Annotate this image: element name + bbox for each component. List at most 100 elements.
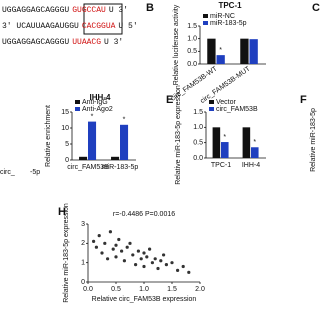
- y-axis-label: Relative enrichment: [45, 105, 52, 167]
- point: [111, 247, 115, 251]
- legend-swatch: [203, 14, 208, 18]
- point: [145, 255, 149, 259]
- sequence-site: CACGGUA: [82, 22, 116, 31]
- point: [128, 241, 132, 245]
- legend-label: miR-183-5p: [210, 20, 247, 27]
- sequence: 3' UCAUUAAGAUGGU CACGGUA U 5': [2, 22, 138, 31]
- point: [136, 249, 140, 253]
- bar: [242, 127, 251, 158]
- y-tick-label: 15: [61, 109, 69, 116]
- point: [142, 251, 146, 255]
- y-tick-label: 0.5: [193, 140, 203, 147]
- point: [94, 245, 98, 249]
- bar: [212, 127, 221, 158]
- bar: [88, 121, 97, 160]
- x-tick-label: 2.0: [195, 286, 205, 293]
- point: [170, 261, 174, 265]
- x-axis-label: Relative circ_FAM53B expression: [92, 296, 197, 303]
- y-tick-label: 0.0: [187, 61, 197, 68]
- legend-label: circ_FAM53B: [216, 106, 258, 113]
- chart-title: TPC-1: [218, 1, 242, 10]
- sequence-site: GUGCCAU: [72, 6, 106, 15]
- panel-label: B: [146, 2, 154, 14]
- significance: *: [91, 113, 94, 120]
- y-tick-label: 10: [61, 125, 69, 132]
- y-axis-label: Relative miR-183-5p expression: [63, 203, 70, 303]
- significance: *: [223, 134, 226, 141]
- bar: [216, 55, 225, 64]
- bar: [79, 156, 88, 160]
- x-tick-label: 0.0: [83, 286, 93, 293]
- bar: [251, 147, 259, 158]
- sequence: UGGAGGAGCAGGGU GUGCCAU U 3': [2, 6, 128, 15]
- stat-annotation: r=-0.4486 P=0.0016: [113, 211, 175, 218]
- y-tick-label: 1: [81, 260, 85, 267]
- point: [187, 270, 191, 274]
- legend-label: Anti-IgG: [82, 99, 108, 106]
- x-tick-label: 1.0: [139, 286, 149, 293]
- panel-label: C: [312, 2, 320, 14]
- fragment: circ_: [0, 169, 15, 176]
- legend-swatch: [209, 107, 214, 111]
- fragment: Relative miR-183-5p: [310, 108, 317, 172]
- y-tick-label: 0: [81, 279, 85, 286]
- point: [150, 261, 154, 265]
- point: [164, 263, 168, 267]
- x-tick-label: circ_FAM53B: [67, 164, 109, 171]
- significance: *: [219, 47, 222, 54]
- point: [114, 243, 118, 247]
- bar: [240, 38, 249, 64]
- x-tick-label: 0.5: [111, 286, 121, 293]
- point: [125, 245, 129, 249]
- point: [103, 241, 107, 245]
- y-axis-label: Relative miR-183-5p expression: [175, 85, 182, 185]
- legend-label: miR-NC: [210, 13, 235, 20]
- point: [156, 266, 160, 271]
- panel-label: E: [166, 94, 173, 106]
- sequence-left: UGGAGGAGCAGGGU: [2, 6, 69, 15]
- y-axis-label: Relative luciferase activity: [173, 4, 180, 85]
- point: [148, 247, 152, 251]
- x-tick-label: TPC-1: [211, 162, 231, 169]
- sequence-right: U 3': [109, 6, 128, 15]
- legend-label: Anti-Ago2: [82, 106, 113, 113]
- bar: [207, 38, 216, 64]
- x-tick-label: 1.5: [167, 286, 177, 293]
- chart-title: IHH-4: [90, 93, 111, 102]
- y-tick-label: 1.0: [193, 124, 203, 131]
- sequence-left: UGGAGGAGCAGGGU: [2, 38, 69, 47]
- point: [120, 249, 124, 253]
- y-tick-label: 1.5: [187, 23, 197, 30]
- x-tick-label: miR-183-5p: [102, 164, 139, 171]
- point: [106, 257, 110, 261]
- y-tick-label: 2: [81, 240, 85, 247]
- site-box: [83, 3, 123, 35]
- fragment: -5p: [30, 169, 40, 176]
- point: [142, 264, 146, 269]
- significance: *: [253, 139, 256, 146]
- point: [92, 239, 96, 243]
- legend-label: Vector: [216, 99, 237, 106]
- legend-swatch: [75, 107, 80, 111]
- point: [122, 259, 126, 263]
- panel-label: F: [300, 94, 307, 106]
- legend-swatch: [203, 21, 208, 25]
- point: [131, 253, 135, 257]
- point: [162, 253, 166, 257]
- point: [134, 263, 138, 267]
- legend-swatch: [75, 100, 80, 104]
- sequence-site: UUAACG: [72, 38, 101, 47]
- point: [181, 264, 185, 269]
- sequence-right: U 3': [104, 38, 123, 47]
- sequence-left: 3' UCAUUAAGAUGGU: [2, 22, 79, 31]
- x-tick-label: IHH-4: [242, 162, 260, 169]
- point: [176, 268, 180, 272]
- y-tick-label: 1.0: [187, 36, 197, 43]
- y-tick-label: 0.5: [187, 48, 197, 55]
- sequence: UGGAGGAGCAGGGU UUAACG U 3': [2, 38, 123, 47]
- y-tick-label: 0: [65, 157, 69, 164]
- point: [117, 237, 121, 242]
- significance: *: [123, 117, 126, 124]
- bar: [249, 39, 258, 64]
